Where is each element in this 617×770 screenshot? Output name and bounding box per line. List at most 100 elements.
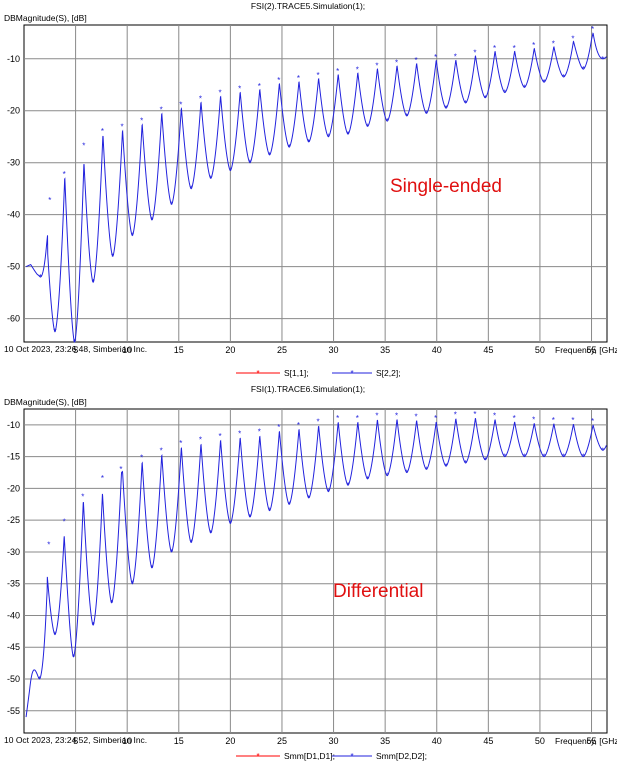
- data-marker: *: [119, 465, 122, 474]
- data-marker: *: [395, 411, 398, 420]
- data-marker: *: [268, 507, 271, 516]
- data-marker: *: [297, 421, 300, 430]
- data-marker: *: [484, 456, 487, 465]
- data-marker: *: [473, 410, 476, 419]
- y-tick-label: -15: [7, 452, 20, 462]
- data-marker: *: [72, 653, 75, 662]
- y-tick-label: -55: [7, 706, 20, 716]
- y-tick-label: -10: [7, 420, 20, 430]
- data-marker: *: [229, 519, 232, 528]
- x-tick-label: 55: [587, 736, 597, 746]
- x-tick-label: 30: [329, 736, 339, 746]
- data-marker: *: [532, 415, 535, 424]
- data-marker: *: [101, 127, 104, 136]
- timestamp: 10 Oct 2023, 23:24:52, Simberian Inc.: [4, 735, 147, 745]
- x-tick-label: 45: [483, 345, 493, 355]
- data-marker: *: [415, 412, 418, 421]
- data-marker: *: [258, 82, 261, 91]
- y-axis-label: DBMagnitude(S), [dB]: [4, 13, 87, 23]
- legend-label-s22: Smm[D2,D2];: [376, 751, 427, 761]
- y-tick-label: -30: [7, 158, 20, 168]
- x-tick-label: 5: [73, 736, 78, 746]
- data-marker: *: [48, 196, 51, 205]
- y-tick-label: -20: [7, 483, 20, 493]
- data-marker: *: [434, 414, 437, 423]
- data-marker: *: [542, 78, 545, 87]
- y-tick-label: -40: [7, 210, 20, 220]
- y-tick-label: -40: [7, 610, 20, 620]
- data-marker: *: [346, 130, 349, 139]
- data-marker: *: [513, 44, 516, 53]
- data-marker: *: [73, 338, 76, 347]
- data-marker: *: [327, 488, 330, 497]
- x-tick-label: 30: [329, 345, 339, 355]
- data-marker: *: [601, 55, 604, 64]
- data-marker: *: [317, 71, 320, 80]
- data-marker: *: [513, 414, 516, 423]
- x-tick-label: 20: [225, 736, 235, 746]
- data-marker: *: [288, 143, 291, 152]
- x-tick-label: 40: [432, 345, 442, 355]
- x-tick-label: 10: [122, 345, 132, 355]
- data-marker: *: [523, 453, 526, 462]
- data-marker: *: [150, 216, 153, 225]
- data-marker: *: [395, 58, 398, 67]
- data-marker: *: [532, 41, 535, 50]
- data-marker: *: [170, 200, 173, 209]
- chart-single-ended-svg: FSI(2).TRACE5.Simulation(1); DBMagnitude(…: [4, 1, 617, 378]
- data-marker: *: [63, 518, 66, 527]
- data-marker: *: [552, 416, 555, 425]
- data-marker: *: [218, 432, 221, 441]
- data-marker: *: [38, 675, 41, 684]
- x-tick-label: 15: [174, 736, 184, 746]
- x-tick-label: 20: [225, 345, 235, 355]
- data-marker: *: [464, 459, 467, 468]
- data-marker: *: [503, 453, 506, 462]
- x-tick-label: 5: [73, 345, 78, 355]
- x-tick-label: 35: [380, 736, 390, 746]
- data-marker: *: [120, 123, 123, 132]
- x-tick-label: 50: [535, 345, 545, 355]
- y-tick-label: -50: [7, 262, 20, 272]
- y-tick-label: -50: [7, 674, 20, 684]
- data-marker: *: [190, 538, 193, 547]
- series-line-port2: [25, 32, 607, 344]
- data-marker: *: [444, 462, 447, 471]
- x-axis-label: Frequency, [GHz]: [555, 345, 617, 355]
- data-marker: *: [307, 494, 310, 503]
- data-marker: *: [375, 412, 378, 421]
- annotation-text: Differential: [333, 581, 423, 602]
- y-tick-label: -20: [7, 106, 20, 116]
- data-marker: *: [473, 48, 476, 57]
- data-marker: *: [493, 44, 496, 53]
- y-axis-label: DBMagnitude(S), [dB]: [4, 397, 87, 407]
- data-marker: *: [229, 167, 232, 176]
- x-tick-label: 25: [277, 345, 287, 355]
- x-tick-label: 55: [587, 345, 597, 355]
- data-marker: *: [131, 231, 134, 240]
- data-marker: *: [170, 548, 173, 557]
- data-marker: *: [366, 475, 369, 484]
- data-marker: *: [571, 34, 574, 43]
- data-marker: *: [464, 99, 467, 108]
- data-marker: *: [356, 414, 359, 423]
- data-marker: *: [297, 74, 300, 83]
- x-tick-label: 25: [277, 736, 287, 746]
- legend-label-s11: Smm[D1,D1];: [284, 751, 335, 761]
- data-marker: *: [425, 465, 428, 474]
- data-marker: *: [562, 453, 565, 462]
- data-marker: *: [199, 94, 202, 103]
- data-marker: *: [288, 500, 291, 509]
- y-tick-label: -10: [7, 54, 20, 64]
- data-marker: *: [366, 122, 369, 131]
- data-marker: *: [503, 89, 506, 98]
- data-marker: *: [110, 599, 113, 608]
- data-marker: *: [190, 185, 193, 194]
- data-marker: *: [47, 540, 50, 549]
- chart-differential-svg: FSI(1).TRACE6.Simulation(1); DBMagnitude(…: [4, 384, 617, 761]
- data-marker: *: [356, 65, 359, 74]
- data-marker: *: [454, 411, 457, 420]
- data-marker: *: [542, 453, 545, 462]
- data-marker: *: [150, 564, 153, 573]
- data-marker: *: [336, 414, 339, 423]
